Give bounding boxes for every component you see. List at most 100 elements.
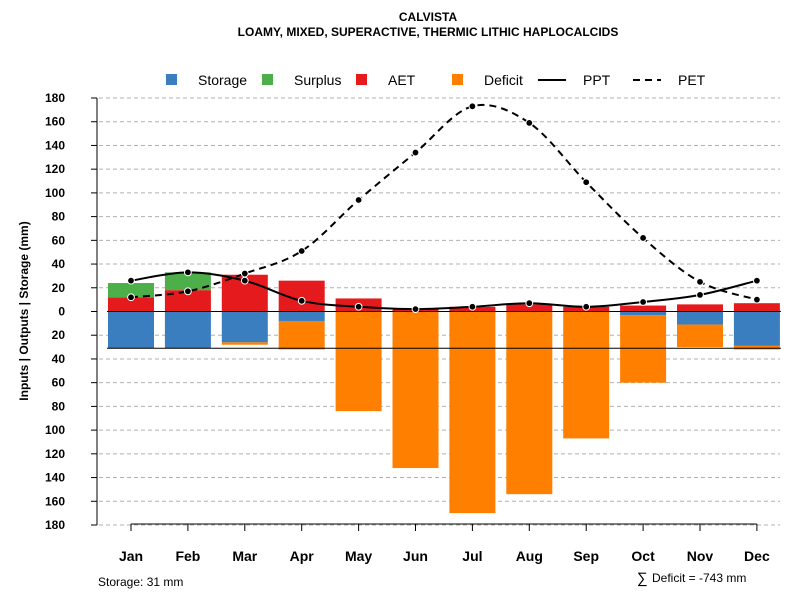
deficit-bar bbox=[506, 311, 553, 495]
pet-point bbox=[297, 247, 306, 255]
ppt-point bbox=[240, 276, 249, 285]
deficit-bar bbox=[563, 311, 610, 439]
ppt-line bbox=[130, 271, 758, 311]
deficit-footnote: Deficit = -743 mm bbox=[652, 571, 746, 585]
x-tick-label: Oct bbox=[631, 548, 655, 564]
x-tick-label: May bbox=[345, 548, 372, 564]
surplus-bar bbox=[164, 272, 211, 291]
legend-label: Surplus bbox=[294, 72, 341, 88]
aet-bar bbox=[677, 304, 723, 312]
storage-bar bbox=[733, 311, 780, 346]
aet-bar bbox=[164, 290, 211, 312]
pet-point bbox=[127, 293, 135, 302]
y-tick-label: 160 bbox=[45, 115, 65, 129]
storage-bar bbox=[677, 311, 723, 325]
y-tick-label: 120 bbox=[45, 162, 65, 176]
y-tick-label: 0 bbox=[58, 305, 65, 319]
deficit-bar bbox=[449, 311, 496, 514]
x-tick-label: Jan bbox=[119, 548, 143, 564]
y-tick-label: 140 bbox=[45, 138, 65, 152]
x-tick-label: Mar bbox=[232, 548, 257, 564]
x-tick-label: Jul bbox=[462, 548, 482, 564]
pet-point bbox=[184, 287, 192, 296]
y-tick-label: 100 bbox=[45, 186, 65, 200]
pet-point bbox=[582, 178, 591, 187]
aet-bar bbox=[620, 305, 667, 312]
legend-label: PPT bbox=[583, 72, 611, 88]
y-tick-label: 80 bbox=[52, 399, 66, 413]
axes: 180 160 140 120 100 80 60 40 20 0 20 40 60 80 100 120 14… bbox=[45, 91, 770, 564]
legend-swatch bbox=[356, 74, 367, 85]
pet-point bbox=[525, 119, 534, 127]
ppt-point bbox=[354, 302, 363, 311]
y-tick-label: 180 bbox=[45, 518, 65, 532]
pet-line bbox=[130, 104, 758, 301]
legend-label: PET bbox=[678, 72, 706, 88]
y-tick-label: 40 bbox=[52, 257, 66, 271]
pet-point bbox=[696, 277, 704, 286]
chart-title: CALVISTA bbox=[399, 10, 458, 24]
y-tick-label: 60 bbox=[52, 233, 66, 247]
y-tick-label: 160 bbox=[45, 494, 65, 508]
deficit-bar bbox=[620, 315, 667, 383]
ppt-point bbox=[525, 299, 534, 308]
storage-footnote: Storage: 31 mm bbox=[98, 575, 183, 589]
surplus-bar bbox=[108, 283, 154, 298]
ppt-point bbox=[411, 305, 420, 314]
pet-point bbox=[639, 234, 647, 242]
legend: Storage Surplus AET Deficit PPT PET bbox=[166, 72, 706, 88]
storage-bar bbox=[221, 311, 268, 343]
pet-point bbox=[354, 196, 363, 204]
storage-bar bbox=[278, 311, 325, 321]
ppt-point bbox=[582, 302, 591, 311]
y-tick-label: 40 bbox=[52, 352, 66, 366]
x-tick-label: Aug bbox=[516, 548, 543, 564]
y-tick-label: 20 bbox=[52, 281, 66, 295]
series-lines bbox=[127, 102, 761, 314]
y-tick-label: 120 bbox=[45, 447, 65, 461]
y-tick-label: 100 bbox=[45, 423, 65, 437]
aet-bar bbox=[108, 297, 154, 312]
ppt-point bbox=[297, 296, 306, 305]
ppt-point bbox=[468, 302, 477, 311]
ppt-point bbox=[639, 298, 647, 306]
bars bbox=[108, 272, 780, 514]
y-tick-label: 60 bbox=[52, 376, 66, 390]
deficit-bar bbox=[392, 311, 439, 469]
legend-label: AET bbox=[388, 72, 416, 88]
pet-point bbox=[240, 269, 249, 278]
legend-label: Deficit bbox=[484, 72, 523, 88]
aet-bar bbox=[733, 303, 780, 312]
legend-swatch bbox=[262, 74, 273, 85]
deficit-sum-symbol: ∑ bbox=[637, 570, 648, 587]
legend-swatch bbox=[166, 74, 177, 85]
pet-point bbox=[411, 148, 420, 157]
x-tick-label: Feb bbox=[175, 548, 200, 564]
reference-lines bbox=[107, 311, 781, 349]
y-tick-label: 80 bbox=[52, 210, 66, 224]
aet-bar bbox=[506, 304, 553, 312]
ppt-point bbox=[127, 276, 135, 285]
storage-bar bbox=[620, 311, 667, 316]
gridlines bbox=[99, 97, 780, 526]
storage-bar bbox=[164, 311, 211, 349]
pet-point bbox=[468, 102, 477, 111]
storage-bar bbox=[108, 311, 154, 349]
y-tick-label: 20 bbox=[52, 328, 66, 342]
x-tick-label: Dec bbox=[744, 548, 770, 564]
x-tick-label: Nov bbox=[687, 548, 714, 564]
ppt-point bbox=[696, 290, 704, 299]
legend-label: Storage bbox=[198, 72, 247, 88]
y-tick-label: 140 bbox=[45, 471, 65, 485]
ppt-point bbox=[184, 268, 192, 277]
deficit-bar bbox=[733, 345, 780, 350]
pet-point bbox=[753, 295, 761, 304]
y-axis-label: Inputs | Outputs | Storage (mm) bbox=[17, 221, 31, 400]
deficit-bar bbox=[335, 311, 382, 412]
deficit-bar bbox=[221, 342, 268, 345]
ppt-point bbox=[753, 276, 761, 285]
deficit-bar bbox=[677, 324, 723, 348]
x-tick-label: Apr bbox=[290, 548, 315, 564]
x-tick-label: Sep bbox=[573, 548, 599, 564]
